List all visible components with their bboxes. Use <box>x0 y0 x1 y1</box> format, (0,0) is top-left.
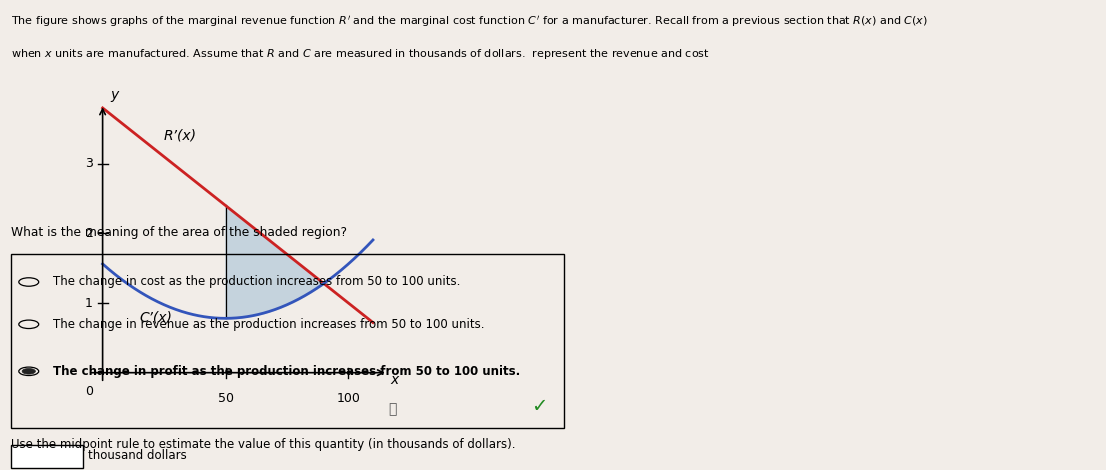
Text: 100: 100 <box>336 392 361 405</box>
Text: 3: 3 <box>85 157 93 170</box>
Text: ✓: ✓ <box>531 397 547 416</box>
Text: 2: 2 <box>85 227 93 240</box>
Text: 1: 1 <box>85 297 93 310</box>
Text: What is the meaning of the area of the shaded region?: What is the meaning of the area of the s… <box>11 226 347 239</box>
Text: when $x$ units are manufactured. Assume that $R$ and $C$ are measured in thousan: when $x$ units are manufactured. Assume … <box>11 47 710 61</box>
Text: Use the midpoint rule to estimate the value of this quantity (in thousands of do: Use the midpoint rule to estimate the va… <box>11 438 515 451</box>
Text: x: x <box>390 373 398 387</box>
Text: The change in profit as the production increases from 50 to 100 units.: The change in profit as the production i… <box>53 365 520 378</box>
Text: thousand dollars: thousand dollars <box>88 449 187 462</box>
Text: 0: 0 <box>85 385 93 398</box>
Text: R’(x): R’(x) <box>164 129 197 142</box>
Text: The figure shows graphs of the marginal revenue function $R'$ and the marginal c: The figure shows graphs of the marginal … <box>11 14 928 29</box>
Text: The change in revenue as the production increases from 50 to 100 units.: The change in revenue as the production … <box>53 318 484 331</box>
Text: y: y <box>109 88 118 102</box>
Text: 50: 50 <box>218 392 233 405</box>
Text: C’(x): C’(x) <box>139 311 173 325</box>
Text: The change in cost as the production increases from 50 to 100 units.: The change in cost as the production inc… <box>53 275 460 289</box>
Text: ⓘ: ⓘ <box>388 402 397 416</box>
